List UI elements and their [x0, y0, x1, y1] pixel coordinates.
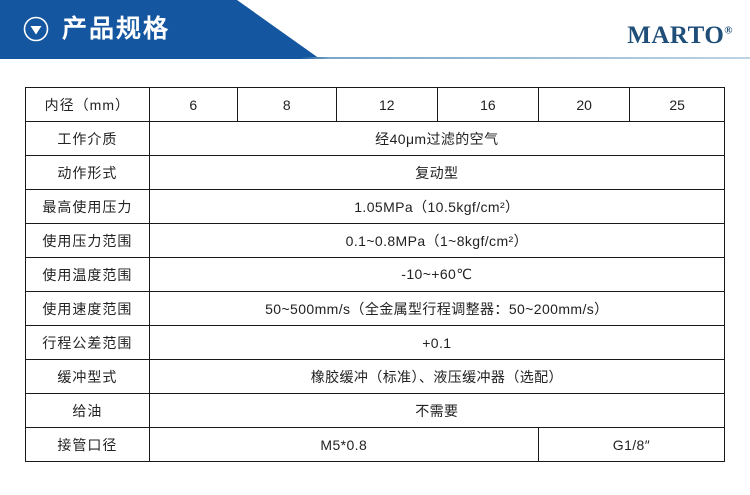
header-divider: [0, 57, 750, 59]
registered-trademark-icon: ®: [724, 24, 733, 37]
table-row: 最高使用压力 1.05MPa（10.5kgf/cm²）: [25, 189, 726, 224]
spec-label-max-pressure: 最高使用压力: [25, 189, 150, 224]
table-row: 缓冲型式 橡胶缓冲（标准）、液压缓冲器（选配）: [25, 359, 726, 394]
spec-value-medium: 经40μm过滤的空气: [148, 121, 726, 156]
table-row: 接管口径 M5*0.8 G1/8″: [25, 427, 726, 462]
spec-value-port-size-small: M5*0.8: [148, 427, 539, 462]
spec-label-action-type: 动作形式: [25, 155, 150, 190]
spec-label-bore: 内径（mm）: [25, 87, 150, 122]
spec-value-speed-range: 50~500mm/s（全金属型行程调整器：50~200mm/s）: [148, 291, 726, 326]
brand-logo: MARTO®: [627, 22, 733, 50]
spec-label-port-size: 接管口径: [25, 427, 150, 462]
spec-value-stroke-tolerance: +0.1: [148, 325, 726, 360]
table-row: 给油 不需要: [25, 393, 726, 428]
bore-size-12: 12: [335, 87, 438, 122]
table-row: 行程公差范围 +0.1: [25, 325, 726, 360]
spec-value-pressure-range: 0.1~0.8MPa（1~8kgf/cm²）: [148, 223, 726, 258]
spec-value-action-type: 复动型: [148, 155, 726, 190]
spec-label-temperature-range: 使用温度范围: [25, 257, 150, 292]
table-row: 动作形式 复动型: [25, 155, 726, 190]
bore-size-25: 25: [629, 87, 725, 122]
spec-value-lubrication: 不需要: [148, 393, 726, 428]
table-row: 工作介质 经40μm过滤的空气: [25, 121, 726, 156]
product-spec-table: 内径（mm） 6 8 12 16 20 25 工作介质 经40μm过滤的空气 动…: [25, 87, 726, 462]
spec-label-medium: 工作介质: [25, 121, 150, 156]
spec-table-container: 内径（mm） 6 8 12 16 20 25 工作介质 经40μm过滤的空气 动…: [25, 87, 726, 462]
bore-size-6: 6: [148, 87, 238, 122]
spec-label-pressure-range: 使用压力范围: [25, 223, 150, 258]
bore-size-20: 20: [537, 87, 631, 122]
spec-value-temperature-range: -10~+60℃: [148, 257, 726, 292]
page-title: 产品规格: [62, 15, 171, 43]
bore-size-8: 8: [236, 87, 337, 122]
spec-label-speed-range: 使用速度范围: [25, 291, 150, 326]
spec-value-max-pressure: 1.05MPa（10.5kgf/cm²）: [148, 189, 726, 224]
brand-logo-text: MARTO: [627, 22, 725, 49]
spec-value-cushion-type: 橡胶缓冲（标准）、液压缓冲器（选配）: [148, 359, 726, 394]
table-row: 使用速度范围 50~500mm/s（全金属型行程调整器：50~200mm/s）: [25, 291, 726, 326]
table-row: 使用压力范围 0.1~0.8MPa（1~8kgf/cm²）: [25, 223, 726, 258]
chevron-down-circle-icon: [23, 16, 49, 42]
spec-label-stroke-tolerance: 行程公差范围: [25, 325, 150, 360]
page-header: 产品规格 MARTO®: [0, 0, 750, 62]
table-row: 使用温度范围 -10~+60℃: [25, 257, 726, 292]
bore-size-16: 16: [436, 87, 539, 122]
table-row: 内径（mm） 6 8 12 16 20 25: [25, 87, 725, 122]
spec-value-port-size-large: G1/8″: [537, 427, 726, 462]
spec-label-lubrication: 给油: [25, 393, 150, 428]
spec-label-cushion-type: 缓冲型式: [25, 359, 150, 394]
